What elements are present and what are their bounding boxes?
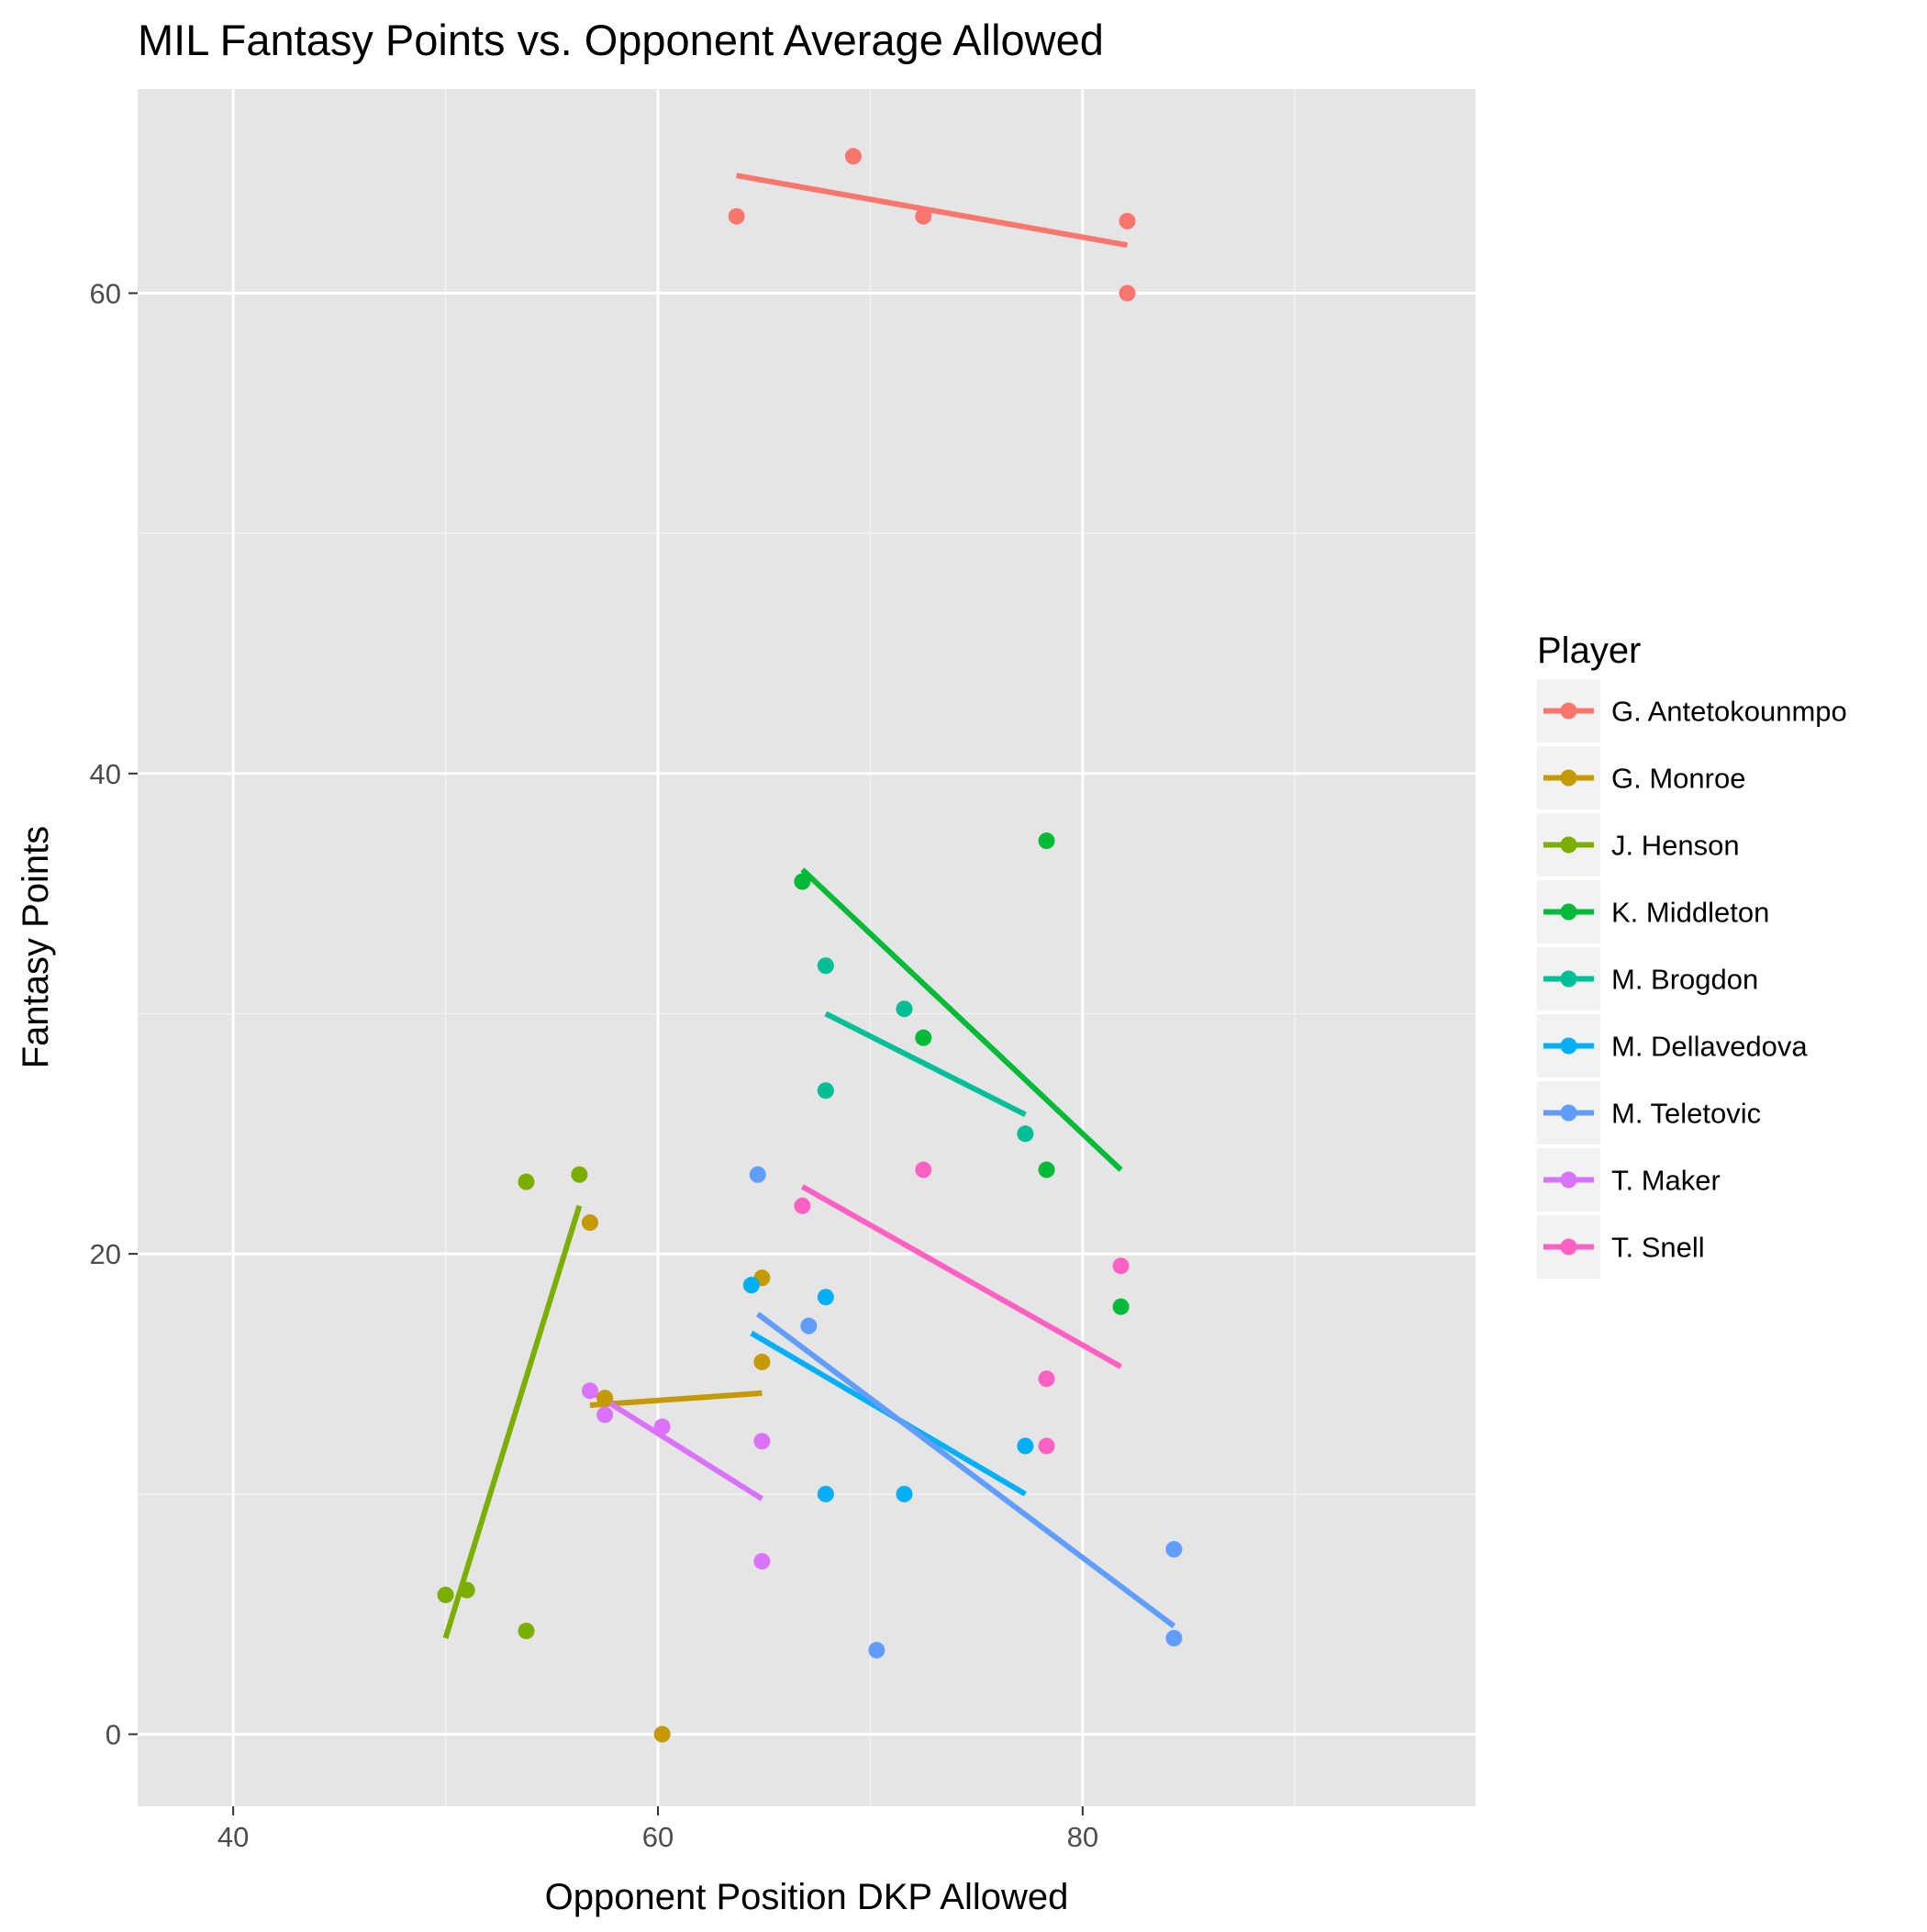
fit-line	[824, 1011, 1027, 1118]
fit-line	[800, 1184, 1122, 1369]
x-tick-label: 60	[642, 1821, 674, 1853]
legend-label: T. Maker	[1611, 1165, 1721, 1197]
legend-key-point	[1560, 1171, 1577, 1189]
y-tick-label: 0	[106, 1718, 121, 1750]
fit-line	[736, 173, 1128, 249]
y-tick-label: 60	[90, 277, 121, 309]
data-point	[1017, 1125, 1034, 1143]
data-point	[596, 1406, 614, 1424]
legend-key-point	[1560, 769, 1577, 787]
plot-panel	[138, 89, 1476, 1806]
data-point	[1119, 285, 1136, 302]
data-point	[844, 148, 862, 165]
data-point	[1038, 1437, 1055, 1455]
data-point	[896, 1485, 913, 1502]
y-tick-label: 40	[90, 758, 121, 790]
data-point	[1038, 1161, 1055, 1178]
data-point	[571, 1166, 588, 1183]
x-tick-label: 40	[217, 1821, 249, 1853]
legend: Player G. Antetokounmpo G. Monroe J. Henso…	[1537, 631, 1847, 1279]
data-point	[1165, 1541, 1183, 1558]
fit-line	[588, 1388, 763, 1502]
data-point	[1038, 832, 1055, 850]
legend-label: M. Brogdon	[1611, 964, 1758, 996]
legend-label: G. Antetokounmpo	[1611, 696, 1847, 728]
legend-label: M. Teletovic	[1611, 1098, 1761, 1130]
data-point	[915, 207, 932, 225]
data-point	[753, 1433, 771, 1450]
legend-key-point	[1560, 1037, 1577, 1055]
data-point	[1017, 1437, 1034, 1455]
legend-label: M. Dellavedova	[1611, 1031, 1808, 1063]
data-point	[749, 1166, 766, 1183]
fit-line	[800, 867, 1123, 1172]
legend-key-point	[1560, 1238, 1577, 1256]
data-point	[794, 1197, 811, 1214]
data-point	[915, 1029, 932, 1046]
legend-key-point	[1560, 903, 1577, 921]
fit-line	[755, 1312, 1176, 1629]
legend-key-point	[1560, 836, 1577, 854]
x-axis-title: Opponent Position DKP Allowed	[545, 1877, 1069, 1917]
data-point	[653, 1418, 671, 1435]
data-point	[1119, 212, 1136, 229]
data-point	[458, 1581, 475, 1599]
data-points	[437, 148, 1183, 1743]
data-point	[653, 1725, 671, 1743]
data-point	[817, 957, 834, 975]
data-point	[1038, 1370, 1055, 1388]
data-point	[1112, 1257, 1130, 1275]
chart-title: MIL Fantasy Points vs. Opponent Average …	[138, 16, 1104, 64]
data-point	[753, 1353, 771, 1370]
legend-key-point	[1560, 702, 1577, 720]
fit-lines	[442, 173, 1176, 1639]
legend-label: J. Henson	[1611, 830, 1740, 862]
data-point	[817, 1082, 834, 1100]
minor-gridlines	[138, 89, 1476, 1806]
data-point	[518, 1622, 535, 1639]
x-tick-label: 80	[1067, 1821, 1098, 1853]
x-axis: 40 60 80	[217, 1806, 1098, 1853]
data-point	[1112, 1298, 1130, 1315]
y-axis-title: Fantasy Points	[16, 826, 56, 1069]
y-tick-label: 20	[90, 1238, 121, 1270]
data-point	[915, 1161, 932, 1178]
legend-label: G. Monroe	[1611, 763, 1745, 795]
y-axis: 0 20 40 60	[90, 277, 138, 1750]
data-point	[817, 1485, 834, 1502]
legend-items: G. Antetokounmpo G. Monroe J. Henson K. Mid…	[1537, 679, 1847, 1279]
data-point	[868, 1641, 886, 1658]
fit-line	[442, 1204, 583, 1639]
data-point	[596, 1390, 614, 1407]
data-point	[794, 873, 811, 890]
data-point	[518, 1173, 535, 1190]
data-point	[581, 1382, 598, 1400]
legend-key-point	[1560, 970, 1577, 988]
legend-key-point	[1560, 1104, 1577, 1122]
data-point	[753, 1553, 771, 1570]
data-point	[742, 1277, 760, 1294]
data-point	[817, 1289, 834, 1306]
data-point	[896, 1000, 913, 1018]
data-point	[1165, 1629, 1183, 1647]
legend-label: T. Snell	[1611, 1232, 1705, 1264]
data-point	[800, 1317, 818, 1335]
legend-title: Player	[1537, 631, 1641, 671]
data-point	[581, 1214, 598, 1232]
major-gridlines	[138, 89, 1476, 1806]
data-point	[728, 207, 745, 225]
data-point	[437, 1586, 454, 1603]
legend-label: K. Middleton	[1611, 897, 1769, 929]
fit-line	[589, 1390, 763, 1408]
